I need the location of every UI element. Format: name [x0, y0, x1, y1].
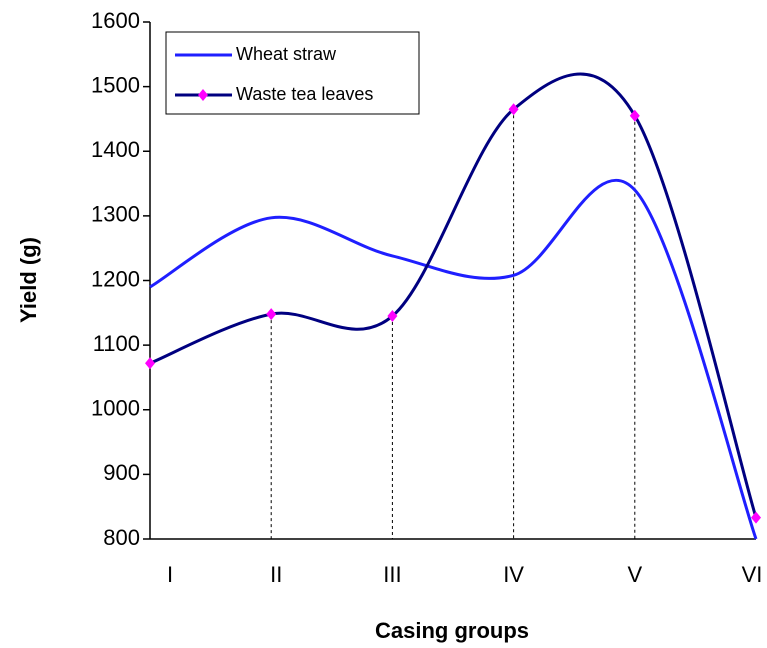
- y-tick-label: 900: [103, 460, 140, 485]
- marker: [629, 109, 640, 122]
- x-tick-label: V: [627, 562, 642, 587]
- y-tick-label: 800: [103, 525, 140, 550]
- x-tick-label: VI: [742, 562, 763, 587]
- legend-marker: [198, 89, 208, 101]
- y-tick-label: 1400: [91, 137, 140, 162]
- marker: [145, 357, 155, 370]
- series-line: [149, 179, 758, 540]
- y-tick-label: 1000: [91, 396, 140, 421]
- marker: [751, 511, 761, 524]
- y-tick-label: 1600: [91, 8, 140, 33]
- legend-label: Waste tea leaves: [236, 84, 373, 104]
- y-axis-title: Yield (g): [16, 237, 41, 323]
- y-tick-label: 1300: [91, 202, 140, 227]
- y-tick-label: 1200: [91, 266, 140, 291]
- x-tick-label: II: [270, 562, 282, 587]
- legend-box: [165, 31, 420, 115]
- marker: [508, 103, 519, 116]
- x-tick-label: IV: [503, 562, 524, 587]
- x-tick-label: I: [167, 562, 173, 587]
- marker: [266, 308, 277, 321]
- y-tick-label: 1500: [91, 72, 140, 97]
- x-axis-title: Casing groups: [375, 618, 529, 643]
- x-tick-label: III: [383, 562, 401, 587]
- series-line: [149, 72, 758, 519]
- marker: [387, 310, 398, 323]
- legend-label: Wheat straw: [236, 44, 337, 64]
- y-tick-label: 1100: [93, 331, 140, 356]
